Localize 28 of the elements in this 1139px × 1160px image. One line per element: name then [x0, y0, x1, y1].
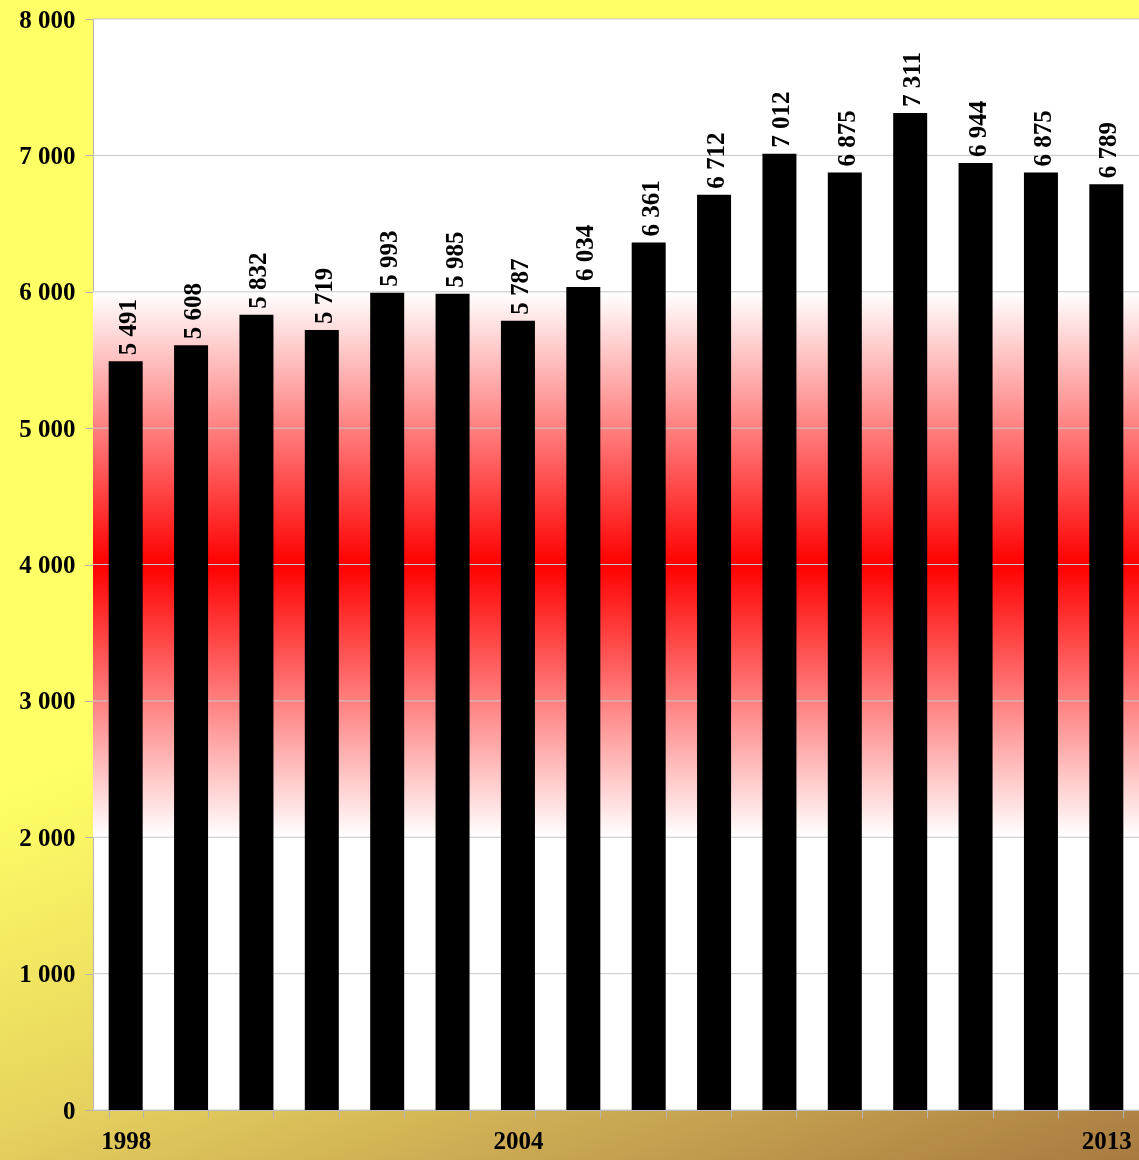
data-label: 6 875 — [832, 110, 860, 167]
y-tick-label: 2 000 — [19, 823, 76, 851]
data-label: 6 361 — [636, 180, 664, 237]
data-label: 5 491 — [113, 298, 141, 356]
y-tick-label: 5 000 — [19, 414, 76, 442]
data-label: 6 034 — [571, 224, 599, 282]
data-label: 7 311 — [898, 52, 926, 107]
data-label: 5 993 — [375, 230, 403, 287]
x-tick-label: 1998 — [101, 1126, 152, 1154]
y-tick-label: 4 000 — [19, 551, 76, 578]
x-tick-label: 2004 — [493, 1126, 544, 1154]
data-label: 6 944 — [963, 100, 991, 158]
data-label: 5 608 — [179, 282, 207, 340]
data-label: 7 012 — [767, 91, 795, 148]
data-label: 6 875 — [1028, 110, 1056, 167]
data-label: 5 719 — [309, 267, 337, 325]
data-label: 6 789 — [1094, 121, 1122, 179]
data-label: 6 712 — [702, 132, 730, 189]
y-tick-label: 0 — [63, 1096, 76, 1124]
y-tick-label: 7 000 — [19, 141, 76, 169]
y-tick-label: 8 000 — [19, 5, 76, 33]
y-tick-label: 3 000 — [19, 687, 76, 715]
x-tick-label: 2013 — [1081, 1126, 1132, 1154]
y-tick-label: 1 000 — [19, 960, 76, 988]
data-label: 5 787 — [505, 258, 533, 315]
data-label: 5 985 — [440, 231, 468, 288]
y-tick-label: 6 000 — [19, 278, 76, 306]
data-label: 5 832 — [244, 252, 272, 309]
